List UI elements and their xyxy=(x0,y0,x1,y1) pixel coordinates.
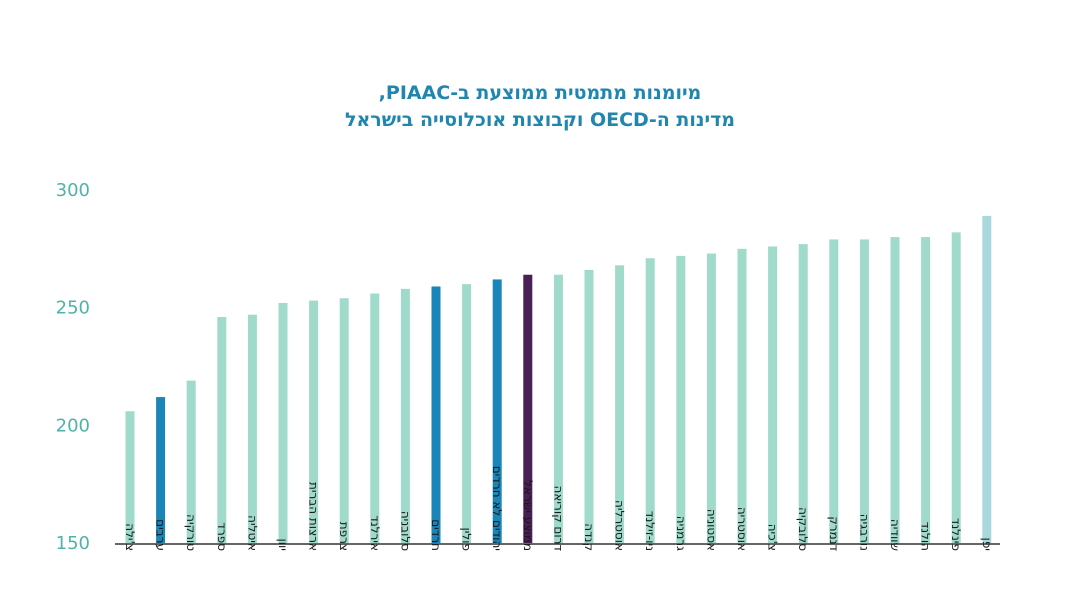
bar xyxy=(584,270,594,543)
x-tick-label: ספרד xyxy=(215,522,229,551)
x-tick-label: צרפת xyxy=(337,522,351,551)
chart-title-line-2: מדינות ה-OECD וקבוצות אוכלוסייה בישראל xyxy=(344,109,736,131)
bar xyxy=(370,293,380,543)
y-tick-label: 300 xyxy=(56,180,90,201)
y-tick-label: 200 xyxy=(56,415,90,436)
bar xyxy=(400,288,410,543)
bar xyxy=(768,246,778,544)
bar xyxy=(278,302,288,543)
x-tick-label: יוון xyxy=(276,539,290,552)
bar xyxy=(859,239,869,544)
x-tick-label: פולין xyxy=(460,527,474,551)
y-tick-label: 250 xyxy=(56,298,90,319)
x-tick-label: אירלנד xyxy=(368,515,382,551)
x-tick-label: דרום קוריאה xyxy=(551,486,565,552)
x-tick-label: ערבים xyxy=(154,519,168,551)
bar xyxy=(156,397,166,543)
bar xyxy=(523,274,533,543)
y-tick-label: 150 xyxy=(56,533,90,554)
x-tick-label: סלובקיה xyxy=(796,507,810,551)
x-tick-label: ארצות הברית xyxy=(307,482,321,551)
bar xyxy=(706,253,716,544)
bar xyxy=(309,300,319,543)
bar xyxy=(798,244,808,544)
x-tick-label: טורקיה xyxy=(184,514,198,551)
bar xyxy=(247,314,257,543)
bar xyxy=(553,274,563,543)
x-tick-label: איטליה xyxy=(245,515,259,551)
bar xyxy=(829,239,839,544)
x-tick-label: סלובניה xyxy=(398,511,412,551)
x-tick-label: דנמרק xyxy=(827,516,841,551)
bar xyxy=(921,237,931,544)
bar xyxy=(676,255,686,544)
bars xyxy=(125,215,992,544)
x-tick-label: יהודים לא חרדים xyxy=(490,466,504,551)
x-tick-label: שוודיה xyxy=(888,519,902,551)
x-axis-labels: צ'ילה ערבים טורקיה ספרד איטליה יוון ארצות הברי… xyxy=(123,466,994,552)
x-tick-label: צ'ילה xyxy=(123,523,137,551)
x-tick-label: קנדה xyxy=(582,523,596,551)
x-tick-label: ממוצע ישראל xyxy=(521,480,535,551)
bar xyxy=(737,248,747,544)
bar xyxy=(951,232,961,544)
x-tick-label: הולנד xyxy=(919,522,933,551)
x-tick-label: פינלנד xyxy=(949,518,963,551)
bar xyxy=(645,258,655,543)
bar xyxy=(462,284,472,543)
y-axis: 150 200 250 300 xyxy=(56,180,90,554)
bar xyxy=(982,215,992,544)
x-tick-label: אוסטרליה xyxy=(613,500,627,551)
bar xyxy=(492,279,502,543)
x-tick-label: אוסטריה xyxy=(735,507,749,551)
x-tick-label: חרדים xyxy=(429,519,443,551)
bar xyxy=(186,380,196,543)
chart-title-line-1: מיומנות מתמטית ממוצעת ב-PIAAC, xyxy=(378,82,702,104)
x-tick-label: ניו-זילנד xyxy=(643,511,657,551)
bar xyxy=(890,237,900,544)
bar xyxy=(217,317,227,543)
bar xyxy=(339,298,349,543)
x-tick-label: צ'כיה xyxy=(766,524,780,551)
bar xyxy=(431,286,441,543)
x-tick-label: נורבגיה xyxy=(857,514,871,551)
bar xyxy=(125,411,135,543)
x-tick-label: יפן xyxy=(980,538,994,551)
bar xyxy=(615,265,625,543)
x-tick-label: גרמניה xyxy=(674,516,688,551)
x-tick-label: אסטוניה xyxy=(704,509,718,551)
